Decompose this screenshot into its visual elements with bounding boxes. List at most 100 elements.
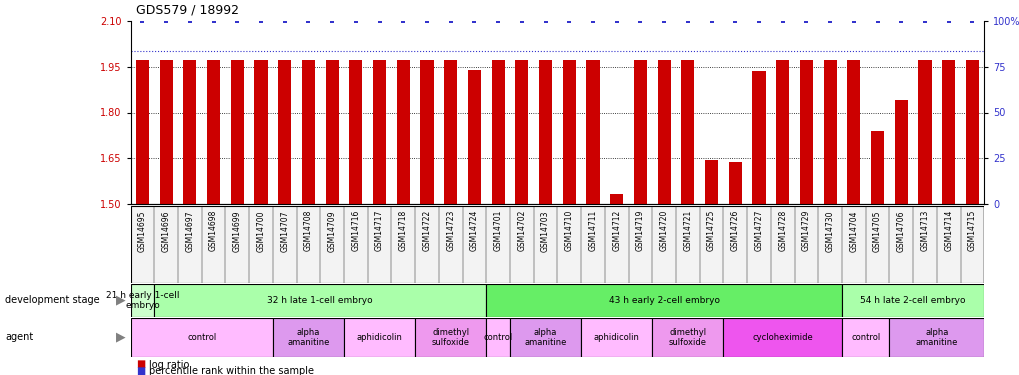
Bar — [278, 60, 291, 204]
Point — [773, 18, 790, 24]
Bar — [870, 131, 883, 204]
Point — [394, 18, 411, 24]
Text: GSM14715: GSM14715 — [967, 210, 976, 252]
Bar — [942, 60, 955, 204]
Bar — [722, 206, 746, 283]
Bar — [202, 206, 225, 283]
Bar — [681, 60, 694, 204]
Bar — [770, 206, 794, 283]
Bar — [822, 60, 836, 204]
Bar — [586, 60, 599, 204]
Bar — [130, 206, 154, 283]
Text: GSM14712: GSM14712 — [611, 210, 621, 251]
Text: 54 h late 2-cell embryo: 54 h late 2-cell embryo — [860, 296, 965, 305]
Point — [868, 18, 884, 24]
Point — [845, 18, 861, 24]
Bar — [581, 206, 604, 283]
Text: GSM14722: GSM14722 — [422, 210, 431, 251]
Text: GSM14697: GSM14697 — [185, 210, 195, 252]
Point — [537, 18, 553, 24]
Bar — [676, 206, 699, 283]
Bar — [894, 100, 907, 204]
Point — [466, 18, 482, 24]
Text: GSM14696: GSM14696 — [161, 210, 170, 252]
Point — [703, 18, 719, 24]
Bar — [463, 206, 486, 283]
Text: ■: ■ — [136, 360, 145, 369]
Point — [300, 18, 316, 24]
Bar — [889, 318, 983, 357]
Text: GSM14720: GSM14720 — [659, 210, 668, 252]
Bar — [272, 206, 297, 283]
Bar — [556, 206, 581, 283]
Point — [750, 18, 766, 24]
Bar — [704, 160, 717, 204]
Point — [560, 18, 577, 24]
Bar — [320, 206, 343, 283]
Text: GSM14710: GSM14710 — [565, 210, 574, 252]
Point — [584, 18, 600, 24]
Point — [205, 18, 221, 24]
Bar — [841, 206, 865, 283]
Bar — [652, 206, 676, 283]
Bar — [415, 206, 438, 283]
Bar — [775, 60, 789, 204]
Text: dimethyl
sulfoxide: dimethyl sulfoxide — [668, 328, 706, 347]
Text: GSM14709: GSM14709 — [327, 210, 336, 252]
Text: cycloheximide: cycloheximide — [752, 333, 812, 342]
Text: aphidicolin: aphidicolin — [357, 333, 403, 342]
Point — [655, 18, 672, 24]
Text: 43 h early 2-cell embryo: 43 h early 2-cell embryo — [608, 296, 719, 305]
Text: 32 h late 1-cell embryo: 32 h late 1-cell embryo — [267, 296, 373, 305]
Bar — [420, 60, 433, 204]
Bar — [415, 318, 486, 357]
Bar — [486, 318, 510, 357]
Text: GSM14699: GSM14699 — [232, 210, 242, 252]
Point — [727, 18, 743, 24]
Bar — [130, 318, 273, 357]
Bar — [225, 206, 249, 283]
Bar — [249, 206, 273, 283]
Text: GSM14729: GSM14729 — [801, 210, 810, 252]
Bar — [438, 206, 462, 283]
Bar — [396, 60, 410, 204]
Point — [442, 18, 459, 24]
Bar — [960, 206, 983, 283]
Bar — [847, 60, 860, 204]
Bar — [728, 162, 741, 204]
Text: GSM14727: GSM14727 — [754, 210, 763, 252]
Bar — [722, 318, 841, 357]
Text: GSM14701: GSM14701 — [493, 210, 502, 252]
Text: GSM14717: GSM14717 — [375, 210, 384, 252]
Bar — [628, 206, 652, 283]
Text: GSM14705: GSM14705 — [872, 210, 881, 252]
Point — [135, 18, 151, 24]
Text: control: control — [850, 333, 879, 342]
Text: ■: ■ — [136, 366, 145, 375]
Point — [419, 18, 435, 24]
Bar — [254, 60, 267, 204]
Text: GSM14730: GSM14730 — [824, 210, 834, 252]
Text: GSM14711: GSM14711 — [588, 210, 597, 251]
Bar — [468, 70, 481, 204]
Text: GSM14721: GSM14721 — [683, 210, 692, 251]
Bar — [533, 206, 557, 283]
Text: GSM14719: GSM14719 — [635, 210, 644, 252]
Point — [158, 18, 174, 24]
Bar — [935, 206, 960, 283]
Bar — [794, 206, 817, 283]
Bar — [515, 60, 528, 204]
Text: GSM14700: GSM14700 — [256, 210, 265, 252]
Point — [963, 18, 979, 24]
Bar — [562, 60, 576, 204]
Bar — [633, 60, 646, 204]
Text: GSM14726: GSM14726 — [730, 210, 739, 252]
Text: GSM14724: GSM14724 — [470, 210, 479, 252]
Text: GSM14714: GSM14714 — [944, 210, 953, 252]
Bar — [391, 206, 415, 283]
Text: aphidicolin: aphidicolin — [593, 333, 639, 342]
Bar — [373, 60, 386, 204]
Bar — [912, 206, 935, 283]
Text: control: control — [483, 333, 513, 342]
Text: GSM14706: GSM14706 — [896, 210, 905, 252]
